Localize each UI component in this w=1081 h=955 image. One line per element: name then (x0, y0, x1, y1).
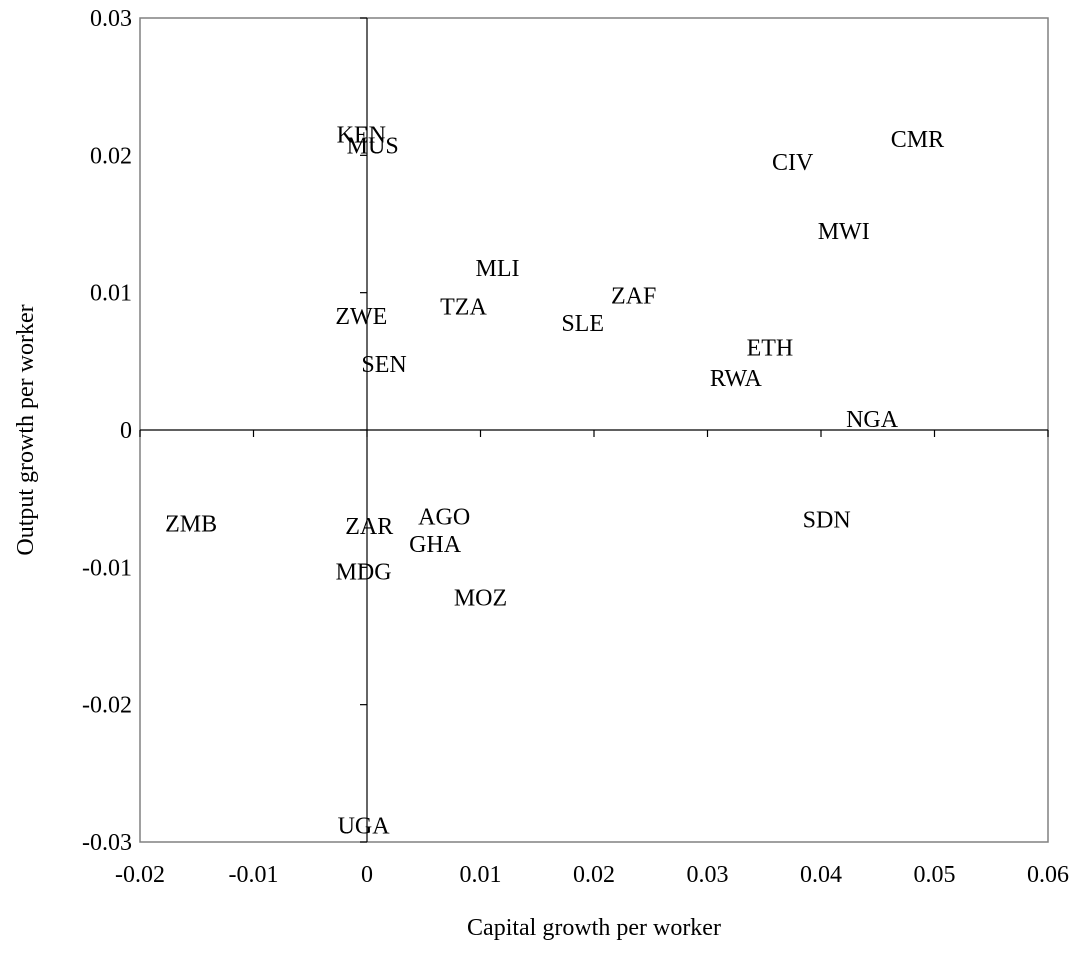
x-tick-label: 0.03 (687, 862, 729, 888)
point-label-zaf: ZAF (611, 283, 656, 309)
y-tick-label: 0.01 (90, 281, 132, 307)
point-label-mli: MLI (476, 256, 520, 282)
point-label-mus: MUS (347, 134, 399, 160)
y-tick-label: 0 (120, 418, 132, 444)
x-axis-tick-labels: -0.02 -0.01 0 0.01 0.02 0.03 0.04 0.05 0.06 (115, 862, 1069, 888)
point-label-mwi: MWI (818, 219, 870, 245)
x-tick-label: 0.01 (460, 862, 502, 888)
point-label-rwa: RWA (710, 366, 763, 392)
y-axis-title: Output growth per worker (13, 304, 39, 555)
point-label-zar: ZAR (345, 514, 393, 540)
point-label-zwe: ZWE (335, 304, 387, 330)
y-tick-label: 0.02 (90, 143, 132, 169)
point-label-gha: GHA (409, 532, 462, 558)
y-tick-label: -0.03 (82, 830, 132, 856)
y-axis-tick-labels: -0.03 -0.02 -0.01 0 0.01 0.02 0.03 (82, 6, 132, 856)
point-label-nga: NGA (846, 407, 899, 433)
point-label-sdn: SDN (803, 507, 851, 533)
y-axis-ticks (360, 17, 367, 843)
point-label-zmb: ZMB (165, 511, 217, 537)
y-tick-label: 0.03 (90, 6, 132, 32)
point-label-eth: ETH (747, 336, 794, 362)
point-label-uga: UGA (338, 814, 391, 840)
y-tick-label: -0.02 (82, 693, 132, 719)
point-label-cmr: CMR (891, 127, 944, 153)
x-tick-label: 0.06 (1027, 862, 1069, 888)
y-tick-label: -0.01 (82, 555, 132, 581)
x-tick-label: -0.02 (115, 862, 165, 888)
x-axis-title: Capital growth per worker (467, 915, 721, 941)
x-axis-ticks (139, 430, 1049, 437)
point-label-tza: TZA (440, 294, 487, 320)
x-tick-label: -0.01 (229, 862, 279, 888)
x-tick-label: 0 (361, 862, 373, 888)
point-label-sen: SEN (361, 352, 406, 378)
point-label-ken: KEN (337, 123, 386, 149)
x-tick-label: 0.04 (800, 862, 842, 888)
point-label-ago: AGO (418, 505, 470, 531)
point-label-moz: MOZ (454, 586, 507, 612)
point-label-mdg: MDG (336, 559, 392, 585)
x-tick-label: 0.02 (573, 862, 615, 888)
point-label-civ: CIV (772, 150, 814, 176)
point-label-sle: SLE (561, 311, 604, 337)
x-tick-label: 0.05 (914, 862, 956, 888)
